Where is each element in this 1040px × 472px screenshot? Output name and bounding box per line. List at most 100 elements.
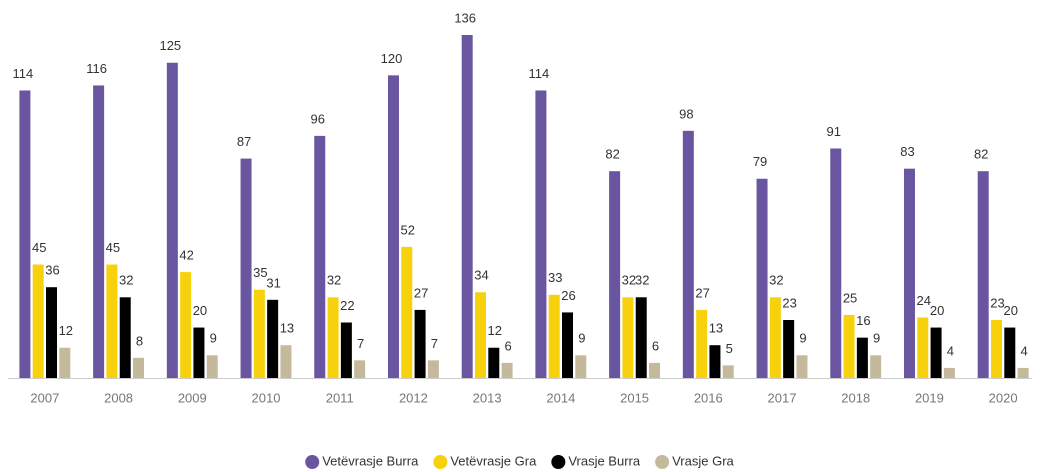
bar bbox=[709, 345, 721, 378]
data-label: 7 bbox=[431, 336, 438, 351]
data-label: 23 bbox=[990, 295, 1004, 310]
data-label: 91 bbox=[827, 124, 841, 139]
data-label: 83 bbox=[900, 144, 914, 159]
data-label: 32 bbox=[327, 273, 341, 288]
bar bbox=[354, 360, 366, 378]
legend-label: Vrasje Gra bbox=[672, 453, 734, 468]
x-tick-label: 2010 bbox=[252, 390, 281, 405]
legend-marker bbox=[655, 455, 670, 469]
data-label: 33 bbox=[548, 270, 562, 285]
bar bbox=[340, 322, 352, 378]
bar bbox=[649, 362, 661, 378]
data-label: 8 bbox=[136, 333, 143, 348]
bar bbox=[206, 355, 218, 378]
data-label: 16 bbox=[856, 313, 870, 328]
data-label: 9 bbox=[799, 331, 806, 346]
bar bbox=[1004, 327, 1016, 378]
x-tick-label: 2018 bbox=[841, 390, 870, 405]
x-tick-label: 2009 bbox=[178, 390, 207, 405]
bar bbox=[635, 297, 647, 378]
data-label: 6 bbox=[652, 338, 659, 353]
bar bbox=[267, 299, 279, 378]
x-tick-label: 2014 bbox=[546, 390, 575, 405]
data-label: 26 bbox=[561, 288, 575, 303]
x-tick-label: 2020 bbox=[989, 390, 1018, 405]
bar bbox=[193, 327, 205, 378]
bar bbox=[903, 168, 915, 378]
x-tick-label: 2011 bbox=[326, 390, 354, 405]
bar bbox=[917, 317, 929, 378]
bar bbox=[461, 35, 473, 378]
bar bbox=[535, 90, 547, 378]
data-label: 12 bbox=[59, 323, 73, 338]
data-label: 35 bbox=[253, 265, 267, 280]
data-label: 82 bbox=[605, 147, 619, 162]
bar bbox=[401, 246, 413, 378]
bar bbox=[622, 297, 634, 378]
bar bbox=[59, 347, 71, 378]
data-label: 24 bbox=[917, 293, 931, 308]
bar bbox=[769, 297, 781, 378]
bar bbox=[977, 171, 989, 378]
bar bbox=[106, 264, 118, 378]
bar bbox=[133, 357, 145, 378]
data-label: 5 bbox=[726, 341, 733, 356]
data-label: 114 bbox=[529, 66, 550, 81]
bar bbox=[609, 171, 621, 378]
bar bbox=[856, 337, 868, 378]
data-label: 6 bbox=[504, 338, 511, 353]
data-label: 31 bbox=[266, 275, 280, 290]
data-label: 87 bbox=[237, 134, 251, 149]
data-label: 22 bbox=[340, 298, 354, 313]
bar bbox=[180, 272, 192, 378]
data-label: 23 bbox=[782, 295, 796, 310]
data-label: 25 bbox=[843, 290, 857, 305]
legend-label: Vetëvrasje Burra bbox=[322, 453, 419, 468]
data-label: 34 bbox=[474, 268, 488, 283]
bar bbox=[682, 130, 694, 378]
data-label: 120 bbox=[381, 51, 403, 66]
bar bbox=[253, 289, 265, 378]
bar bbox=[843, 314, 855, 378]
data-label: 52 bbox=[401, 222, 415, 237]
data-label: 116 bbox=[86, 61, 107, 76]
bar bbox=[166, 62, 178, 378]
legend-label: Vrasje Burra bbox=[568, 453, 641, 468]
data-label: 42 bbox=[179, 248, 193, 263]
bar bbox=[796, 355, 808, 378]
legend-marker bbox=[433, 455, 448, 469]
x-tick-label: 2013 bbox=[473, 390, 502, 405]
bar bbox=[756, 178, 768, 378]
bar bbox=[32, 264, 44, 378]
bar bbox=[327, 297, 339, 378]
data-label: 32 bbox=[119, 273, 133, 288]
x-tick-label: 2015 bbox=[620, 390, 649, 405]
data-label: 9 bbox=[873, 331, 880, 346]
data-label: 96 bbox=[311, 111, 325, 126]
x-tick-label: 2019 bbox=[915, 390, 944, 405]
bar bbox=[696, 309, 708, 378]
data-label: 4 bbox=[1020, 343, 1027, 358]
bar bbox=[46, 287, 58, 378]
data-label: 4 bbox=[947, 343, 954, 358]
bar bbox=[830, 148, 842, 378]
bar bbox=[943, 367, 955, 378]
bar bbox=[722, 365, 734, 378]
data-label: 20 bbox=[930, 303, 944, 318]
data-label: 45 bbox=[32, 240, 46, 255]
data-label: 32 bbox=[622, 273, 636, 288]
bar bbox=[990, 319, 1002, 378]
data-label: 20 bbox=[193, 303, 207, 318]
bar bbox=[1017, 367, 1029, 378]
bar bbox=[783, 319, 795, 378]
x-tick-label: 2016 bbox=[694, 390, 723, 405]
legend-marker bbox=[551, 455, 566, 469]
bar bbox=[562, 312, 574, 378]
bar bbox=[427, 360, 439, 378]
data-label: 125 bbox=[159, 38, 181, 53]
bar bbox=[240, 158, 252, 378]
data-label: 79 bbox=[753, 154, 767, 169]
bar bbox=[488, 347, 500, 378]
legend-marker bbox=[305, 455, 320, 469]
